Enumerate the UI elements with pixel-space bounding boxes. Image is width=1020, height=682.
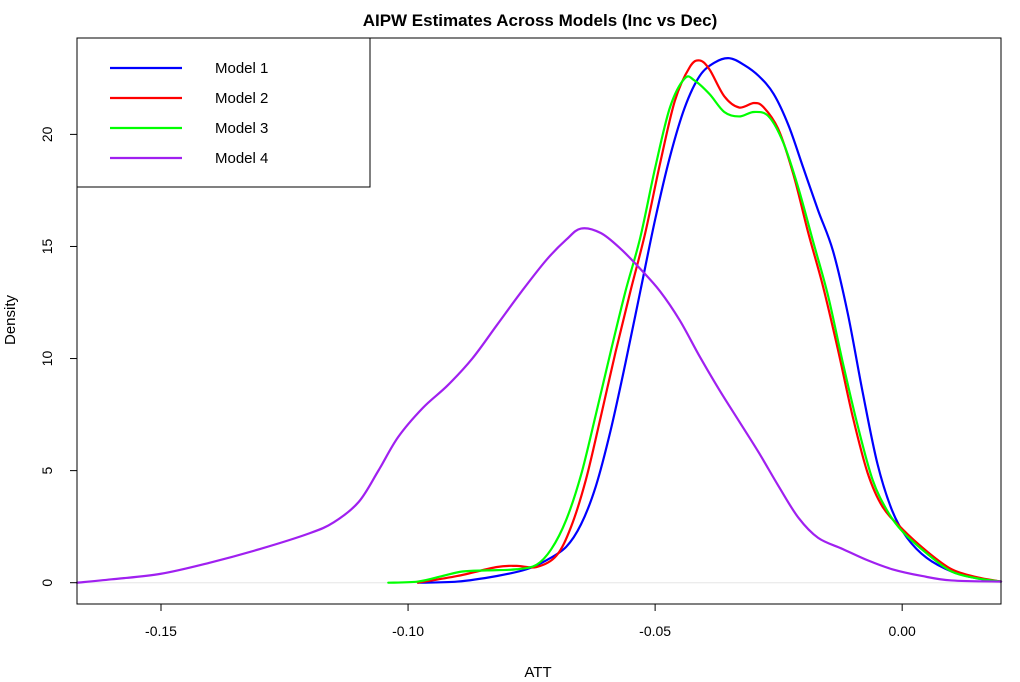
- y-tick-label: 15: [39, 238, 55, 254]
- x-axis: -0.15 -0.10 -0.05 0.00: [145, 604, 916, 639]
- plot-region: [75, 37, 1003, 605]
- y-tick-label: 0: [39, 579, 55, 587]
- y-axis: 0 5 10 15 20: [39, 126, 77, 587]
- legend-label-model-1: Model 1: [215, 60, 268, 77]
- x-tick-label: -0.15: [145, 623, 177, 639]
- x-axis-title: ATT: [524, 664, 551, 681]
- x-tick-label: -0.10: [392, 623, 424, 639]
- y-tick-label: 5: [39, 467, 55, 475]
- plot-frame: [76, 37, 1002, 605]
- series-line-model-4: [75, 227, 1003, 584]
- legend-label-model-4: Model 4: [215, 150, 268, 167]
- legend-label-model-3: Model 3: [215, 120, 268, 137]
- legend-box: [76, 37, 371, 188]
- y-tick-label: 20: [39, 126, 55, 142]
- y-tick-label: 10: [39, 351, 55, 367]
- x-tick-label: -0.05: [639, 623, 671, 639]
- y-axis-title: Density: [2, 294, 19, 345]
- legend: Model 1 Model 2 Model 3 Model 4: [76, 37, 371, 188]
- series-group: [75, 57, 1003, 584]
- series-line-model-3: [387, 75, 1003, 584]
- x-tick-label: 0.00: [889, 623, 916, 639]
- chart-title: AIPW Estimates Across Models (Inc vs Dec…: [363, 11, 718, 30]
- legend-label-model-2: Model 2: [215, 90, 268, 107]
- series-line-model-2: [416, 59, 1003, 584]
- series-line-model-1: [416, 57, 1003, 584]
